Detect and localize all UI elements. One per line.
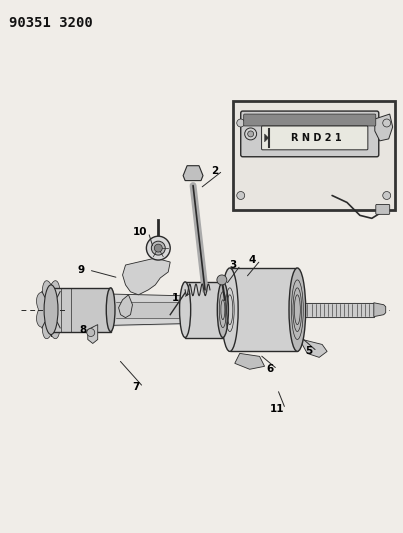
Ellipse shape [44, 285, 58, 335]
FancyBboxPatch shape [241, 111, 379, 157]
Circle shape [146, 236, 170, 260]
Circle shape [154, 244, 162, 252]
FancyBboxPatch shape [244, 114, 376, 126]
Text: 9: 9 [77, 265, 84, 275]
Polygon shape [37, 281, 66, 339]
Ellipse shape [289, 268, 306, 351]
Text: 5: 5 [305, 346, 313, 357]
Text: 1: 1 [172, 293, 179, 303]
Text: 8: 8 [79, 325, 87, 335]
Circle shape [237, 191, 245, 199]
Ellipse shape [180, 282, 191, 337]
Polygon shape [302, 340, 327, 357]
Circle shape [245, 128, 257, 140]
Text: R N D 2 1: R N D 2 1 [291, 133, 342, 143]
Polygon shape [183, 166, 203, 181]
Ellipse shape [217, 282, 229, 337]
Ellipse shape [47, 288, 56, 332]
Text: 4: 4 [249, 255, 256, 265]
Polygon shape [374, 303, 386, 317]
Polygon shape [88, 325, 98, 343]
Text: 90351 3200: 90351 3200 [9, 16, 93, 30]
Text: 3: 3 [229, 260, 237, 270]
FancyBboxPatch shape [376, 205, 390, 214]
FancyBboxPatch shape [230, 268, 297, 351]
Polygon shape [118, 295, 133, 318]
Circle shape [237, 119, 245, 127]
Circle shape [383, 119, 391, 127]
Text: 7: 7 [132, 382, 139, 392]
Polygon shape [375, 114, 393, 141]
Circle shape [217, 275, 227, 285]
Ellipse shape [106, 288, 115, 332]
Ellipse shape [222, 268, 238, 351]
FancyBboxPatch shape [233, 101, 395, 211]
Polygon shape [235, 353, 264, 369]
Polygon shape [264, 134, 268, 142]
Circle shape [152, 241, 165, 255]
Circle shape [383, 191, 391, 199]
Text: 2: 2 [211, 166, 218, 176]
Polygon shape [123, 258, 170, 295]
FancyBboxPatch shape [51, 288, 111, 332]
Text: 10: 10 [133, 227, 147, 237]
Circle shape [248, 131, 253, 137]
Text: 6: 6 [266, 364, 273, 374]
Text: 11: 11 [270, 404, 285, 414]
Circle shape [87, 328, 95, 336]
FancyBboxPatch shape [262, 126, 368, 150]
FancyBboxPatch shape [185, 282, 223, 337]
